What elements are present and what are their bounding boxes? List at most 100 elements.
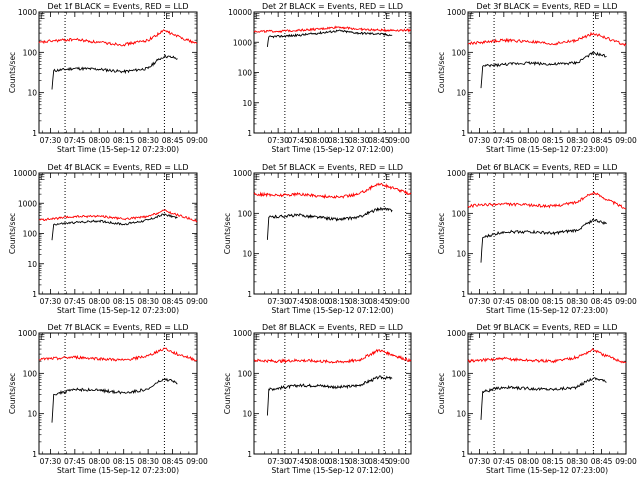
event-marker: E (165, 333, 170, 342)
y-axis-label: Counts/sec (8, 213, 17, 254)
y-tick-label: 1 (32, 290, 37, 299)
chart-panel-1: Det 1f BLACK = Events, RED = LLD 1 10 100 10… (8, 2, 208, 154)
y-tick-label: 1000 (233, 169, 252, 178)
x-tick-label: 07:45 (287, 457, 309, 466)
plot-frame (467, 332, 627, 455)
x-tick-label: 08:45 (162, 136, 184, 145)
x-tick-label: 07:45 (64, 136, 86, 145)
chart-title: Det 4f BLACK = Events, RED = LLD (47, 163, 188, 172)
series-line-events (480, 51, 607, 89)
plot-frame (253, 172, 412, 295)
x-tick-label: 07:30 (40, 297, 62, 306)
x-tick-label: 08:15 (542, 457, 564, 466)
x-axis-label: Start Time (15-Sep-12 07:23:00) (57, 145, 179, 154)
x-tick-label: 08:45 (368, 297, 390, 306)
x-tick-label: 07:45 (287, 136, 309, 145)
x-tick-label: 07:30 (267, 136, 289, 145)
event-marker: E (40, 173, 45, 182)
x-tick-label: 08:15 (542, 136, 564, 145)
x-tick-label: 07:45 (493, 136, 515, 145)
series-line-lld (467, 31, 627, 47)
chart-panel-3: Det 3f BLACK = Events, RED = LLD 1 10 100 10… (437, 2, 637, 154)
x-axis-label: Start Time (15-Sep-12 07:12:00) (272, 145, 394, 154)
x-axis-label: Start Time (15-Sep-12 07:23:00) (57, 466, 179, 475)
series-line-lld (253, 182, 412, 200)
plot-frame (467, 11, 627, 134)
y-tick-label: 10000 (228, 8, 252, 17)
chart-title: Det 1f BLACK = Events, RED = LLD (47, 2, 188, 11)
event-marker: E (469, 12, 474, 21)
y-tick-label: 100 (238, 369, 253, 378)
x-tick-label: 08:30 (348, 136, 370, 145)
event-marker: E (165, 12, 170, 21)
y-tick-label: 1000 (233, 38, 252, 47)
series-line-lld (467, 191, 627, 210)
y-tick-label: 100 (23, 48, 38, 57)
plot-frame (253, 332, 412, 455)
y-tick-label: 100 (238, 69, 253, 78)
x-tick-label: 08:30 (566, 297, 588, 306)
x-axis-label: Start Time (15-Sep-12 07:23:00) (486, 145, 608, 154)
x-tick-label: 07:45 (64, 297, 86, 306)
chart-title: Det 2f BLACK = Events, RED = LLD (262, 2, 403, 11)
chart-title: Det 7f BLACK = Events, RED = LLD (47, 323, 188, 332)
x-tick-label: 09:00 (186, 457, 208, 466)
x-tick-label: 08:15 (328, 457, 350, 466)
event-marker: E (469, 173, 474, 182)
x-tick-label: 08:45 (591, 297, 613, 306)
chart-panel-8: Det 8f BLACK = Events, RED = LLD 1 10 100 10… (223, 323, 412, 475)
x-tick-label: 08:30 (137, 297, 159, 306)
x-tick-label: 08:30 (566, 457, 588, 466)
y-axis-label: Counts/sec (8, 373, 17, 414)
y-tick-label: 10 (27, 89, 37, 98)
x-tick-label: 08:15 (328, 136, 350, 145)
series-line-events (51, 377, 178, 423)
x-tick-label: 07:45 (287, 297, 309, 306)
chart-panel-2: Det 2f BLACK = Events, RED = LLD 1 10 100 10… (228, 2, 412, 154)
event-marker: E (469, 333, 474, 342)
series-line-events (480, 377, 607, 420)
y-tick-label: 10000 (13, 169, 37, 178)
x-axis-label: Start Time (15-Sep-12 07:12:00) (272, 306, 394, 315)
event-marker: E (255, 173, 260, 182)
x-tick-label: 09:00 (186, 136, 208, 145)
chart-title: Det 8f BLACK = Events, RED = LLD (262, 323, 403, 332)
y-tick-label: 10 (456, 89, 466, 98)
plot-frame (467, 172, 627, 295)
y-axis-label: Counts/sec (437, 52, 446, 93)
plot-frame (38, 11, 198, 134)
x-axis-label: Start Time (15-Sep-12 07:23:00) (486, 466, 608, 475)
x-tick-label: 07:30 (267, 297, 289, 306)
x-tick-label: 08:30 (348, 457, 370, 466)
chart-title: Det 5f BLACK = Events, RED = LLD (262, 163, 403, 172)
x-tick-label: 08:15 (113, 136, 135, 145)
chart-title: Det 6f BLACK = Events, RED = LLD (476, 163, 617, 172)
y-tick-label: 1 (247, 450, 252, 459)
series-line-lld (467, 347, 627, 364)
event-marker: E (594, 173, 599, 182)
y-tick-label: 1000 (447, 8, 466, 17)
y-tick-label: 1 (461, 450, 466, 459)
x-tick-label: 08:00 (517, 297, 539, 306)
x-tick-label: 08:30 (137, 136, 159, 145)
x-tick-label: 07:45 (64, 457, 86, 466)
x-tick-label: 07:30 (267, 457, 289, 466)
event-marker: E (385, 12, 390, 21)
y-tick-label: 1 (247, 129, 252, 138)
x-tick-label: 09:00 (186, 297, 208, 306)
x-tick-label: 08:45 (368, 457, 390, 466)
y-tick-label: 1 (247, 290, 252, 299)
x-tick-label: 08:00 (517, 457, 539, 466)
x-tick-label: 08:45 (368, 136, 390, 145)
chart-title: Det 9f BLACK = Events, RED = LLD (476, 323, 617, 332)
event-marker: E (594, 333, 599, 342)
plot-frame (38, 332, 198, 455)
y-tick-label: 100 (452, 48, 467, 57)
x-tick-label: 08:00 (88, 297, 110, 306)
y-tick-label: 100 (452, 209, 467, 218)
series-line-lld (38, 347, 198, 362)
series-line-events (266, 206, 393, 240)
y-tick-label: 1000 (18, 8, 37, 17)
x-tick-label: 08:15 (328, 297, 350, 306)
y-tick-label: 10 (27, 260, 37, 269)
